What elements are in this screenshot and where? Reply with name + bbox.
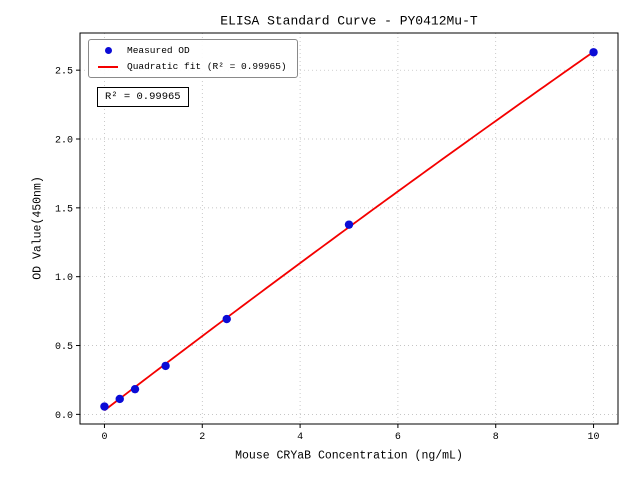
data-point [130, 384, 140, 394]
y-tick-label: 2.0 [55, 136, 73, 147]
x-tick-label: 6 [395, 432, 401, 443]
data-point [589, 48, 598, 57]
plot-frame [79, 32, 619, 425]
x-tick-label: 8 [493, 432, 499, 443]
legend-item-fit: Quadratic fit (R² = 0.99965) [97, 61, 287, 72]
x-tick-label: 0 [101, 432, 107, 443]
data-point [115, 394, 124, 404]
y-tick-label: 0.0 [55, 411, 73, 422]
data-point [161, 361, 170, 371]
chart-title: ELISA Standard Curve - PY0412Mu-T [220, 13, 478, 29]
legend-swatch [97, 47, 119, 54]
y-tick-label: 2.5 [55, 67, 73, 78]
legend-label-measured: Measured OD [127, 45, 190, 56]
y-tick-label: 1.0 [55, 273, 73, 284]
legend: Measured OD Quadratic fit (R² = 0.99965) [88, 39, 298, 78]
y-tick-label: 0.5 [55, 342, 73, 353]
x-tick-label: 10 [588, 432, 600, 443]
scatter-marker-icon [104, 47, 112, 54]
data-point [344, 220, 354, 229]
x-tick-label: 4 [297, 432, 303, 443]
legend-swatch [97, 65, 119, 68]
x-tick-label: 2 [199, 432, 205, 443]
legend-label-fit: Quadratic fit (R² = 0.99965) [127, 61, 287, 72]
data-point [222, 314, 231, 324]
y-tick-label: 1.5 [55, 204, 73, 215]
y-axis-label: OD Value(450nm) [31, 176, 45, 280]
line-marker-icon [98, 65, 118, 68]
data-point [100, 402, 109, 411]
r-squared-annotation: R² = 0.99965 [97, 87, 189, 107]
legend-item-measured: Measured OD [97, 45, 287, 56]
x-axis-label: Mouse CRYaB Concentration (ng/mL) [235, 449, 463, 463]
